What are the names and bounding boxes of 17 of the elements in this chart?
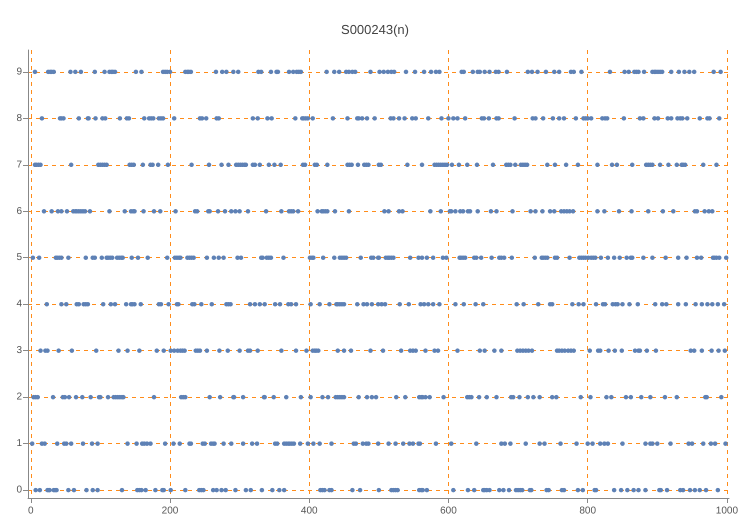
- x-tick-label: 600: [440, 506, 458, 516]
- y-tick-label: 0: [16, 484, 22, 496]
- x-tick-label: 200: [162, 506, 179, 516]
- x-tick-label: 400: [300, 506, 318, 516]
- y-tick-label: 3: [16, 345, 22, 356]
- y-tick-label: 8: [16, 112, 22, 124]
- chart-title: S000243(n): [341, 22, 409, 37]
- x-tick-label: 800: [579, 506, 596, 516]
- y-tick-label: 5: [16, 252, 22, 264]
- y-tick-label: 9: [16, 66, 22, 78]
- x-tick-label: 1000: [716, 506, 738, 516]
- y-tick-label: 1: [16, 438, 22, 450]
- y-tick-label: 7: [16, 159, 22, 170]
- x-tick-label: 0: [28, 506, 34, 516]
- y-tick-label: 4: [16, 298, 22, 310]
- y-tick-label: 2: [16, 392, 22, 403]
- y-tick-label: 6: [16, 206, 22, 217]
